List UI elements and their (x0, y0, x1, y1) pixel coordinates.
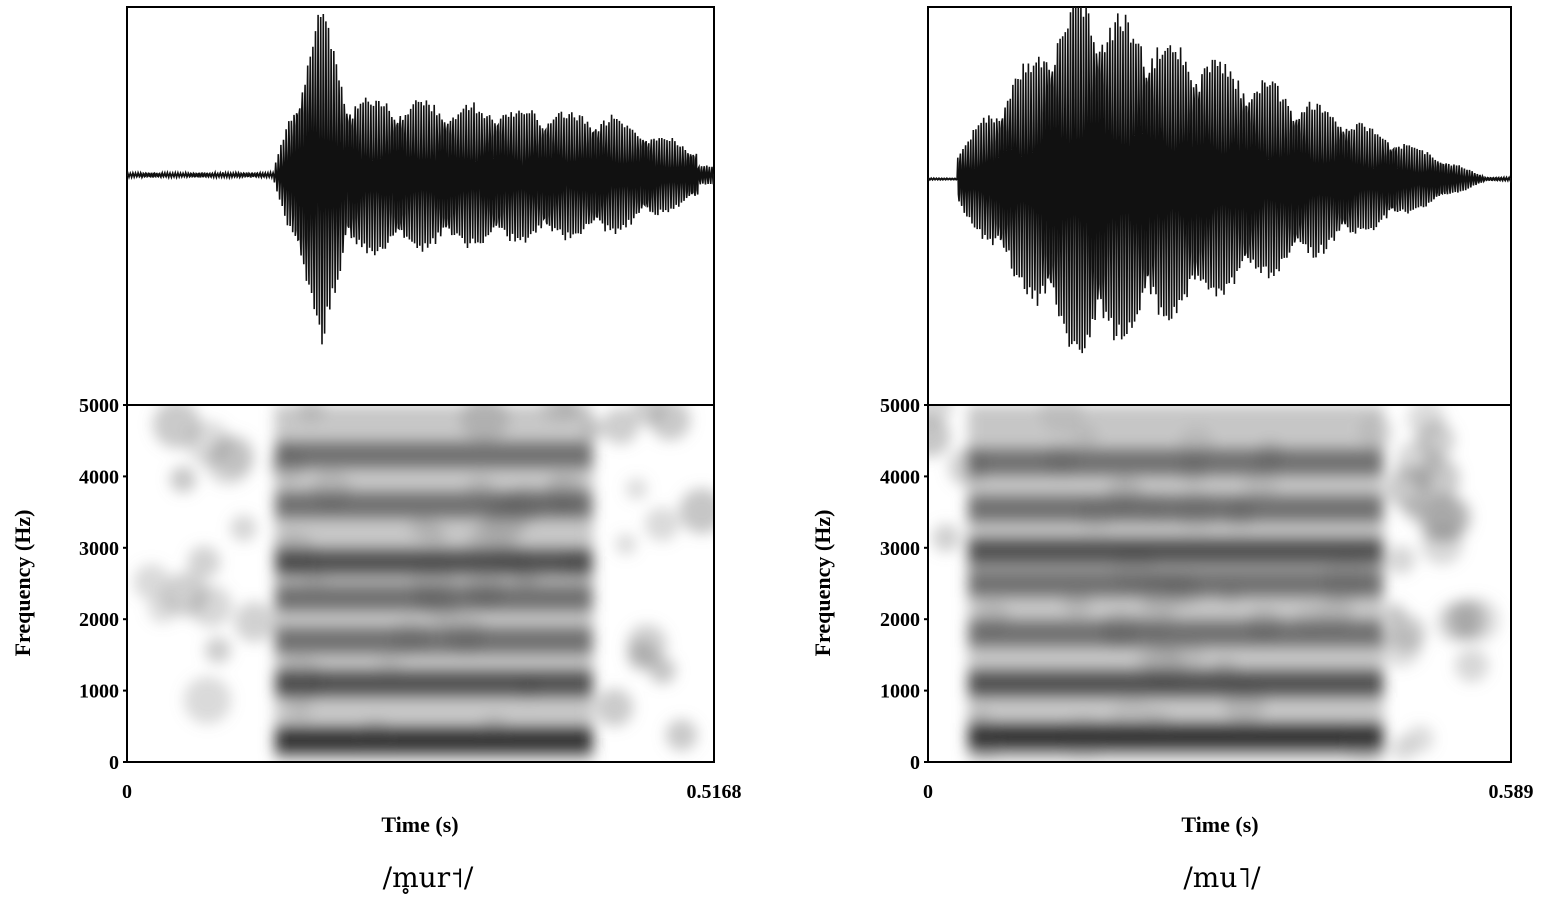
waveform-left (127, 13, 714, 345)
formant-band (967, 494, 1384, 523)
caption-right: /mu˥/ (1183, 861, 1261, 894)
caption-left: /m̥ur˦/ (383, 861, 474, 894)
spectrogram-frame-right (927, 404, 1512, 763)
noise-blob (1417, 496, 1464, 543)
formant-band (967, 723, 1384, 752)
noise-blob (187, 545, 221, 579)
noise-blob (644, 507, 679, 542)
waveform-trace (928, 7, 1511, 354)
noise-blob (665, 719, 698, 751)
x-tick-left-end: 0.5168 (687, 781, 742, 803)
spectrogram-right (928, 405, 1511, 762)
spectrogram-left (127, 405, 714, 762)
y-tick-label: 2000 (79, 609, 119, 631)
noise-blob (1384, 603, 1405, 624)
noise-blob (615, 533, 637, 555)
noise-blob (625, 478, 648, 500)
y-ticks-left: 0 1000 2000 3000 4000 5000 (79, 395, 127, 774)
noise-blob (1414, 455, 1460, 502)
x-tick-right-0: 0 (923, 781, 933, 803)
panel-right: 0 1000 2000 3000 4000 5000 0 0.589 Time (s) F… (810, 6, 1534, 894)
y-tick-label: 2000 (880, 609, 920, 631)
x-tick-right-end: 0.589 (1489, 781, 1534, 803)
formant-band (967, 569, 1384, 598)
noise-blob (932, 523, 961, 553)
noise-blob (626, 624, 668, 665)
y-tick-label: 3000 (79, 538, 119, 560)
noise-blob (163, 572, 209, 617)
y-axis-label-left: Frequency (Hz) (10, 510, 35, 657)
y-tick-label: 1000 (880, 681, 920, 703)
noise-blob (601, 407, 639, 445)
y-tick-label: 4000 (79, 466, 119, 488)
noise-blob (928, 405, 953, 426)
noise-blob (205, 637, 231, 664)
formant-band (967, 619, 1384, 648)
x-axis-label-right: Time (s) (1181, 812, 1258, 837)
noise-blob (230, 515, 257, 542)
y-axis-label-right: Frequency (Hz) (810, 510, 835, 657)
y-tick-label: 5000 (79, 395, 119, 417)
spectrogram-frame-left (126, 404, 715, 763)
noise-blob (1406, 725, 1434, 753)
noise-blob (186, 421, 231, 466)
noise-blob (234, 601, 275, 643)
formant-band (967, 448, 1384, 477)
noise-blob (649, 657, 676, 684)
noise-blob (169, 466, 197, 493)
noise-blob (1445, 599, 1487, 640)
noise-blob (1403, 497, 1427, 522)
noise-blob (133, 563, 170, 601)
y-tick-label: 4000 (880, 466, 920, 488)
formant-band (967, 669, 1384, 698)
waveform-trace (127, 13, 714, 345)
noise-blob (1454, 648, 1489, 683)
x-axis-label-left: Time (s) (381, 812, 458, 837)
x-tick-left-0: 0 (122, 781, 132, 803)
y-tick-label: 0 (109, 752, 119, 774)
noise-blob (1386, 545, 1416, 575)
formant-band (967, 537, 1384, 566)
waveform-right (928, 7, 1511, 354)
y-tick-label: 3000 (880, 538, 920, 560)
noise-blob (595, 688, 634, 727)
y-ticks-right: 0 1000 2000 3000 4000 5000 (880, 395, 928, 774)
y-tick-label: 1000 (79, 681, 119, 703)
y-tick-label: 5000 (880, 395, 920, 417)
noise-blob (679, 488, 714, 534)
noise-blob (928, 416, 951, 458)
noise-blob (631, 405, 665, 426)
y-tick-label: 0 (910, 752, 920, 774)
noise-blob (1380, 625, 1422, 668)
noise-blob (183, 676, 232, 724)
